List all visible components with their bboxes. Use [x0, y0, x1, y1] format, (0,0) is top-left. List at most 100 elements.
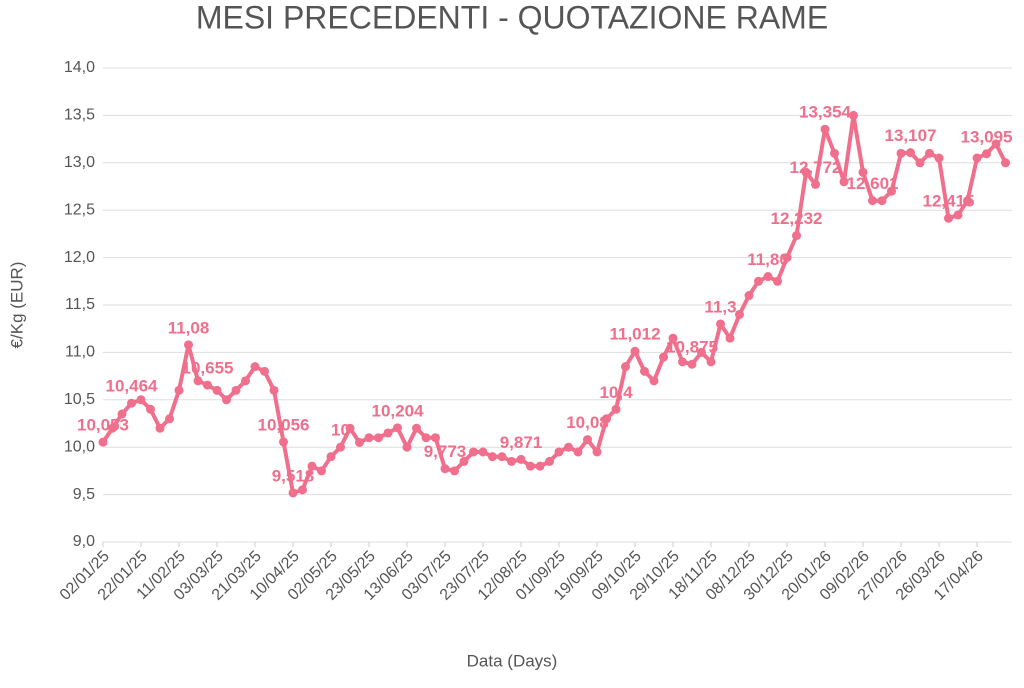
point: [269, 385, 279, 395]
point: [288, 488, 298, 498]
point: [412, 423, 421, 433]
point: [450, 466, 459, 476]
point: [896, 148, 906, 158]
point: [773, 276, 782, 286]
y-tick-label: 10,0: [64, 438, 95, 455]
data-label: 10,464: [106, 377, 159, 396]
point: [355, 437, 364, 447]
point: [393, 423, 402, 433]
y-tick-label: 13,0: [64, 154, 95, 171]
point: [222, 395, 231, 405]
point: [374, 433, 383, 443]
point: [345, 423, 355, 433]
point: [592, 447, 602, 457]
point: [212, 385, 222, 395]
point: [763, 272, 773, 282]
y-tick-label: 9,0: [73, 533, 95, 550]
data-label: 10,875: [666, 338, 718, 357]
point: [877, 196, 887, 206]
point: [830, 148, 839, 158]
chart-title: MESI PRECEDENTI - QUOTAZIONE RAME: [196, 0, 828, 35]
y-axis-title: €/Kg (EUR): [7, 262, 26, 349]
point: [811, 179, 820, 189]
point: [839, 177, 849, 187]
point: [678, 357, 687, 367]
data-label: 12,772: [790, 158, 842, 177]
point: [364, 433, 374, 443]
point: [459, 456, 469, 466]
point: [421, 433, 431, 443]
point: [697, 347, 706, 357]
data-label: 13,107: [885, 126, 937, 145]
data-label: 10,655: [182, 359, 234, 378]
point: [1001, 158, 1010, 168]
point: [564, 442, 573, 452]
y-tick-label: 9,5: [73, 486, 95, 503]
y-tick-label: 12,5: [64, 201, 95, 218]
point: [706, 357, 716, 367]
y-tick-label: 10,5: [64, 391, 95, 408]
data-label: 11,08: [168, 318, 210, 337]
point: [858, 167, 868, 177]
point: [934, 153, 944, 163]
point: [744, 291, 754, 301]
data-label: 9,773: [424, 442, 467, 461]
point: [402, 442, 412, 452]
point: [307, 461, 317, 471]
point: [944, 213, 953, 223]
point: [535, 461, 545, 471]
point: [497, 452, 507, 462]
point: [545, 456, 554, 466]
point: [146, 404, 155, 414]
data-label: 11,80: [747, 250, 789, 269]
point: [668, 333, 678, 343]
point: [336, 442, 345, 452]
data-label: 10,204: [372, 401, 425, 420]
point: [250, 362, 260, 372]
point: [611, 404, 621, 414]
point: [573, 447, 583, 457]
data-label: 10,08: [566, 413, 609, 432]
point: [630, 346, 640, 356]
point: [583, 435, 592, 445]
y-tick-label: 11,5: [65, 296, 95, 313]
point: [621, 362, 630, 372]
point: [155, 423, 165, 433]
x-axis-title: Data (Days): [467, 651, 558, 670]
data-label: 12,415: [923, 192, 975, 211]
point: [326, 452, 336, 462]
y-tick-label: 14,0: [64, 59, 95, 76]
point: [469, 447, 478, 457]
point: [507, 456, 516, 466]
point: [982, 149, 991, 159]
data-label: 12,601: [847, 174, 899, 193]
point: [317, 466, 326, 476]
point: [640, 366, 649, 376]
point: [478, 447, 488, 457]
y-tick-label: 13,5: [64, 107, 95, 124]
data-label: 10,053: [77, 416, 129, 435]
point: [735, 309, 744, 319]
data-label: 11,012: [609, 325, 660, 344]
point: [868, 196, 877, 206]
data-label: 10: [331, 421, 350, 440]
point: [136, 395, 146, 405]
point: [184, 340, 193, 350]
point: [165, 414, 174, 424]
point: [174, 385, 184, 395]
data-label: 9,518: [272, 466, 315, 485]
point: [915, 158, 925, 168]
point: [488, 452, 497, 462]
data-label: 9,871: [500, 433, 543, 452]
data-label: 10,4: [599, 383, 633, 402]
point: [906, 148, 915, 158]
point: [98, 437, 108, 447]
point: [383, 428, 393, 438]
data-label: 12,232: [771, 209, 823, 228]
point: [972, 153, 982, 163]
point: [801, 167, 811, 177]
point: [241, 376, 250, 386]
data-label: 13,095: [961, 127, 1013, 146]
point: [687, 359, 697, 369]
